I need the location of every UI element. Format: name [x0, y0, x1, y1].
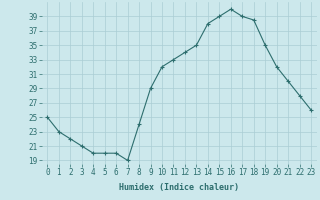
- X-axis label: Humidex (Indice chaleur): Humidex (Indice chaleur): [119, 183, 239, 192]
